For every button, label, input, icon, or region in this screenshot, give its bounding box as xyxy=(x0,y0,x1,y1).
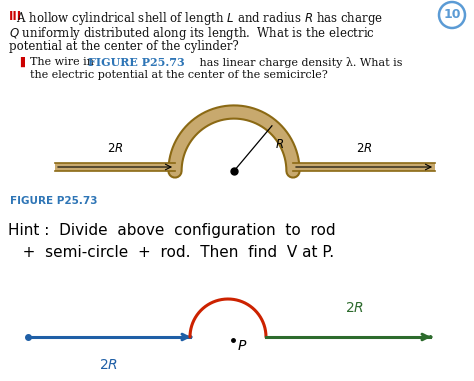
Text: Hint :  Divide  above  configuration  to  rod: Hint : Divide above configuration to rod xyxy=(8,223,336,238)
Text: III: III xyxy=(9,10,22,23)
FancyBboxPatch shape xyxy=(55,163,175,171)
Text: $P$: $P$ xyxy=(237,339,247,353)
Text: FIGURE P25.73: FIGURE P25.73 xyxy=(88,57,185,68)
Text: the electric potential at the center of the semicircle?: the electric potential at the center of … xyxy=(30,70,328,80)
Text: The wire in: The wire in xyxy=(30,57,98,67)
Text: 2$R$: 2$R$ xyxy=(100,358,118,372)
Text: 2$R$: 2$R$ xyxy=(107,142,123,155)
Text: 10: 10 xyxy=(443,8,461,21)
Text: A hollow cylindrical shell of length $L$ and radius $R$ has charge: A hollow cylindrical shell of length $L$… xyxy=(9,10,383,27)
Text: +  semi-circle  +  rod.  Then  find  V at P.: + semi-circle + rod. Then find V at P. xyxy=(8,245,334,260)
Text: FIGURE P25.73: FIGURE P25.73 xyxy=(10,196,98,206)
Text: has linear charge density λ. What is: has linear charge density λ. What is xyxy=(196,57,402,68)
Text: 2$R$: 2$R$ xyxy=(346,301,365,315)
Text: potential at the center of the cylinder?: potential at the center of the cylinder? xyxy=(9,40,239,53)
Text: $R$: $R$ xyxy=(275,138,284,151)
Text: $Q$ uniformly distributed along its length.  What is the electric: $Q$ uniformly distributed along its leng… xyxy=(9,25,375,42)
FancyBboxPatch shape xyxy=(293,163,435,171)
Text: ▌: ▌ xyxy=(20,57,28,67)
Text: 2$R$: 2$R$ xyxy=(356,142,372,155)
